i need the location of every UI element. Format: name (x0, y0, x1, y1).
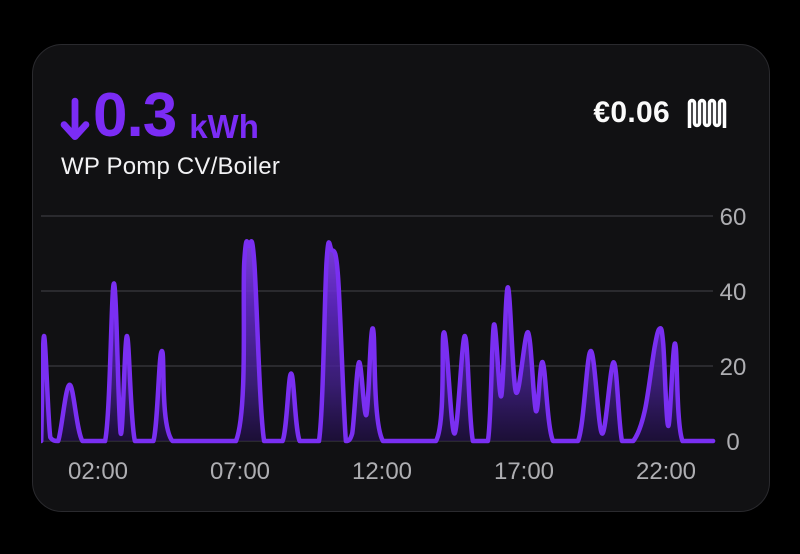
usage-chart: 60 40 20 0 02:00 07:00 12:00 17:00 22:00 (41, 204, 746, 485)
x-tick-label: 22:00 (636, 458, 696, 485)
y-tick-label: 40 (720, 279, 747, 306)
energy-usage-card[interactable]: 0.3 kWh WP Pomp CV/Boiler €0.06 60 40 20 0 0… (32, 44, 770, 512)
cost-label: €0.06 (593, 96, 670, 129)
usage-line (41, 239, 716, 444)
x-tick-label: 02:00 (68, 458, 128, 485)
cost-block: €0.06 (593, 95, 727, 131)
usage-chart-area: 60 40 20 0 02:00 07:00 12:00 17:00 22:00 (41, 197, 771, 497)
chart-series (41, 239, 716, 444)
arrow-down-icon (60, 97, 90, 141)
energy-unit: kWh (189, 108, 259, 145)
device-title: WP Pomp CV/Boiler (61, 153, 281, 180)
chart-axis-labels: 60 40 20 0 02:00 07:00 12:00 17:00 22:00 (68, 204, 746, 485)
energy-kpi: 0.3 kWh (59, 85, 259, 147)
y-tick-label: 0 (726, 429, 739, 456)
y-tick-label: 20 (720, 354, 747, 381)
x-tick-label: 07:00 (210, 458, 270, 485)
x-tick-label: 17:00 (494, 458, 554, 485)
x-tick-label: 12:00 (352, 458, 412, 485)
heating-coil-icon (687, 98, 727, 128)
energy-value: 0.3 (93, 81, 177, 150)
y-tick-label: 60 (720, 204, 747, 231)
